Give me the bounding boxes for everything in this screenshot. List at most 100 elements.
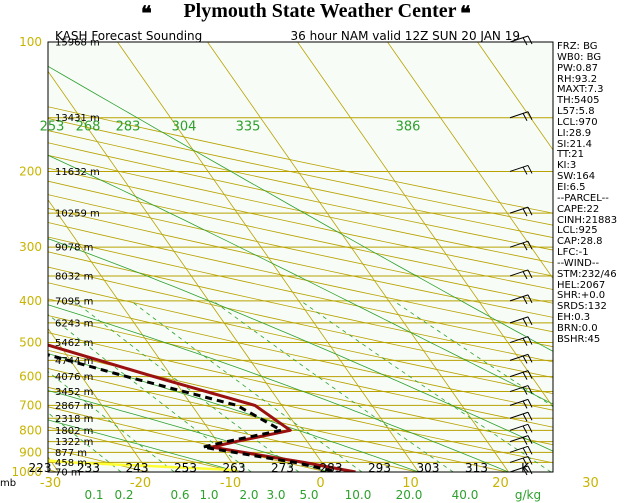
mixing-ratio-line bbox=[300, 300, 552, 472]
pressure-tick-label: 800 bbox=[19, 423, 42, 437]
stat-line: SHR:+0.0 bbox=[557, 290, 606, 302]
stat-line: SRDS:132 bbox=[557, 301, 607, 313]
left-flag-icon: ❝ bbox=[141, 3, 152, 25]
pressure-tick-label: 400 bbox=[19, 294, 42, 308]
height-label: 7095 m bbox=[55, 296, 93, 307]
dry-adiabat-line bbox=[48, 315, 553, 428]
header: ❝ Plymouth State Weather Center ❝ bbox=[0, 0, 640, 25]
theta-bottom-label: 283 bbox=[320, 461, 343, 475]
mixing-ratio-line bbox=[212, 300, 454, 472]
stat-line: FRZ: BG bbox=[557, 41, 598, 52]
pressure-tick-label: 1000 bbox=[11, 465, 42, 479]
height-label: 13431 m bbox=[55, 113, 100, 124]
theta-top-label: 386 bbox=[396, 120, 421, 135]
dry-adiabat-line bbox=[48, 406, 328, 472]
height-label: 70 m bbox=[55, 468, 81, 479]
height-label: 6243 m bbox=[55, 318, 93, 329]
wind-barb-icon bbox=[509, 445, 533, 456]
height-label: 8032 m bbox=[55, 271, 93, 282]
moist-adiabat-line bbox=[48, 238, 553, 452]
mixing-ratio-label: g/kg bbox=[515, 488, 541, 502]
dry-adiabat-line bbox=[48, 426, 238, 472]
moist-adiabat-line bbox=[48, 419, 239, 472]
stat-line: CAPE:22 bbox=[557, 203, 600, 215]
temperature-tick-label: -20 bbox=[130, 476, 151, 491]
theta-top-label: 304 bbox=[172, 120, 197, 135]
wind-barb-icon bbox=[509, 411, 533, 422]
stat-line: MAXT:7.3 bbox=[557, 84, 604, 96]
plot-background bbox=[48, 42, 553, 472]
height-label: 9078 m bbox=[55, 243, 93, 254]
temperature-tick-label: -30 bbox=[40, 476, 61, 491]
stat-line: LCL:925 bbox=[557, 225, 598, 237]
height-label: 2318 m bbox=[55, 414, 93, 425]
height-label: 877 m bbox=[55, 448, 87, 459]
theta-bottom-label: 313 bbox=[465, 461, 488, 475]
dry-adiabat-line bbox=[48, 298, 553, 411]
wind-barb-icon bbox=[509, 336, 533, 346]
temperature-tick-label: -10 bbox=[220, 476, 241, 491]
temperature-tick-label: 10 bbox=[402, 476, 419, 491]
station-label: KASH Forecast Sounding bbox=[55, 29, 202, 43]
height-label: 2867 m bbox=[55, 401, 93, 412]
stat-line: HEL:2067 bbox=[557, 279, 606, 291]
stat-line: TH:5405 bbox=[557, 95, 600, 107]
wind-barb-icon bbox=[509, 353, 533, 364]
height-label: 10259 m bbox=[55, 209, 100, 220]
temperature-tick-label: 30 bbox=[582, 476, 599, 491]
theta-top-label: 283 bbox=[116, 120, 141, 135]
mixing-ratio-label: 40.0 bbox=[452, 488, 479, 502]
height-label: 1802 m bbox=[55, 426, 93, 437]
stat-line: EI:6.5 bbox=[557, 181, 586, 193]
theta-bottom-label: 303 bbox=[417, 461, 440, 475]
theta-top-label: 253 bbox=[40, 120, 65, 135]
pressure-tick-label: 300 bbox=[19, 240, 42, 254]
stat-line: KI:3 bbox=[557, 160, 577, 172]
theta-bottom-label: 253 bbox=[174, 461, 197, 475]
page-title: Plymouth State Weather Center bbox=[183, 0, 457, 22]
stat-line: BSHR:45 bbox=[557, 333, 601, 345]
isotherm-line bbox=[48, 199, 239, 472]
stat-line: --PARCEL-- bbox=[557, 192, 609, 204]
dry-adiabat-line bbox=[48, 349, 553, 464]
wind-barbs bbox=[509, 35, 533, 476]
theta-bottom-label: 243 bbox=[126, 461, 149, 475]
dry-adiabat-line bbox=[48, 251, 553, 363]
dewpoint-profile bbox=[48, 353, 338, 472]
mixing-ratio-line bbox=[130, 300, 363, 472]
stat-line: --WIND-- bbox=[557, 257, 600, 269]
wind-barb-icon bbox=[509, 294, 533, 305]
pressure-tick-label: 700 bbox=[19, 398, 42, 412]
wind-barb-icon bbox=[509, 316, 533, 327]
wind-barb-icon bbox=[509, 206, 533, 217]
temperature-tick-label: 20 bbox=[492, 476, 509, 491]
dry-adiabat-line bbox=[48, 386, 418, 472]
dry-adiabat-line bbox=[48, 118, 553, 226]
wind-barb-icon bbox=[509, 385, 533, 395]
isotherm-line bbox=[48, 327, 149, 472]
pressure-unit-label: mb bbox=[0, 478, 16, 489]
theta-bottom-label: K bbox=[521, 461, 530, 475]
wind-barb-icon bbox=[509, 269, 533, 280]
height-label: 4076 m bbox=[55, 372, 93, 383]
theta-bottom-label: 293 bbox=[368, 461, 391, 475]
temperature-profile bbox=[48, 343, 356, 472]
mixing-ratio-label: 0.2 bbox=[114, 488, 133, 502]
pressure-tick-label: 900 bbox=[19, 445, 42, 459]
dry-adiabat-line bbox=[48, 180, 553, 290]
model-label: 36 hour NAM valid 12Z SUN 20 JAN 19 bbox=[291, 29, 520, 43]
wind-barb-icon bbox=[509, 111, 533, 121]
stat-line: LI:28.9 bbox=[557, 127, 592, 139]
mixing-ratio-line bbox=[393, 300, 553, 407]
dry-adiabat-line bbox=[48, 208, 553, 318]
isotherm-line bbox=[477, 42, 553, 151]
plot-frame bbox=[47, 41, 554, 473]
theta-bottom-label: 223 bbox=[29, 461, 52, 475]
moist-adiabat-line bbox=[48, 304, 509, 472]
dry-adiabat-line bbox=[48, 167, 553, 277]
mixing-ratio-label: 10.0 bbox=[345, 488, 372, 502]
mixing-ratio-line bbox=[0, 301, 15, 472]
height-label: 11632 m bbox=[55, 167, 100, 178]
dry-adiabat-line bbox=[48, 106, 553, 214]
